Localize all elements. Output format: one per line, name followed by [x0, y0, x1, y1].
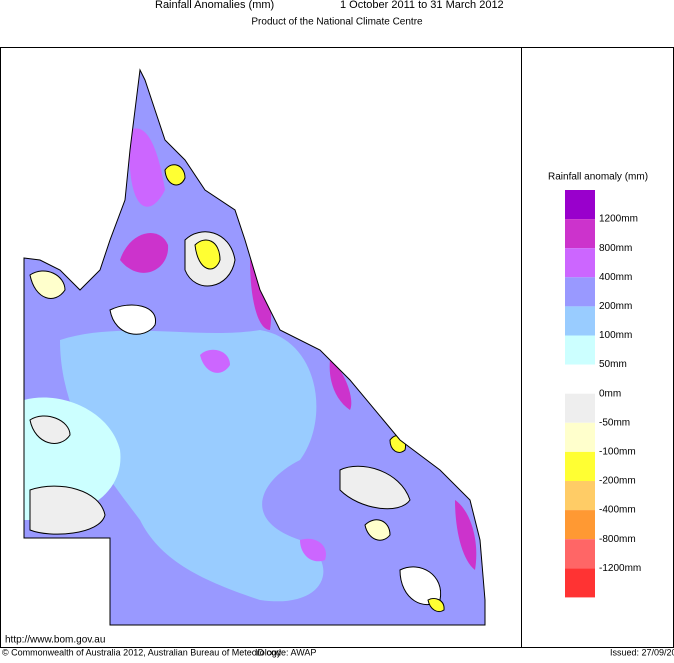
legend-label: -100mm [599, 447, 636, 458]
legend-label: 50mm [599, 359, 627, 370]
legend-swatch [565, 190, 595, 220]
legend-swatch [565, 219, 595, 249]
legend-swatch [565, 364, 595, 394]
legend-label: 400mm [599, 272, 632, 283]
issued: Issued: 27/09/2012 [610, 647, 674, 657]
legend-swatch [565, 277, 595, 307]
legend-swatch [565, 335, 595, 365]
legend-swatch [565, 510, 595, 540]
subtitle: Product of the National Climate Centre [251, 17, 423, 28]
state-border [23, 68, 486, 626]
legend-swatch [565, 422, 595, 452]
legend-label: 200mm [599, 301, 632, 312]
copyright: © Commonwealth of Australia 2012, Austra… [2, 647, 282, 657]
legend-label: 1200mm [599, 214, 638, 225]
legend-label: 100mm [599, 330, 632, 341]
legend-label: 0mm [599, 388, 621, 399]
legend-label: -800mm [599, 534, 636, 545]
legend-title: Rainfall anomaly (mm) [548, 172, 648, 183]
title: Rainfall Anomalies (mm) [155, 0, 274, 11]
legend: 1200mm 800mm 400mm 200mm 100mm 50mm 0mm -50mm -1… [565, 190, 641, 598]
id-code: ID code: AWAP [255, 647, 316, 657]
legend-label: -400mm [599, 505, 636, 516]
url: http://www.bom.gov.au [5, 635, 105, 646]
legend-swatch [565, 393, 595, 423]
legend-swatch [565, 568, 595, 598]
legend-swatch [565, 451, 595, 481]
legend-label: -1200mm [599, 563, 641, 574]
legend-swatch [565, 306, 595, 336]
period: 1 October 2011 to 31 March 2012 [340, 0, 504, 11]
legend-swatch [565, 248, 595, 278]
legend-swatch [565, 539, 595, 569]
legend-label: 800mm [599, 243, 632, 254]
anomaly-map [24, 70, 485, 625]
legend-swatch [565, 481, 595, 511]
legend-label: -50mm [599, 417, 630, 428]
legend-label: -200mm [599, 476, 636, 487]
